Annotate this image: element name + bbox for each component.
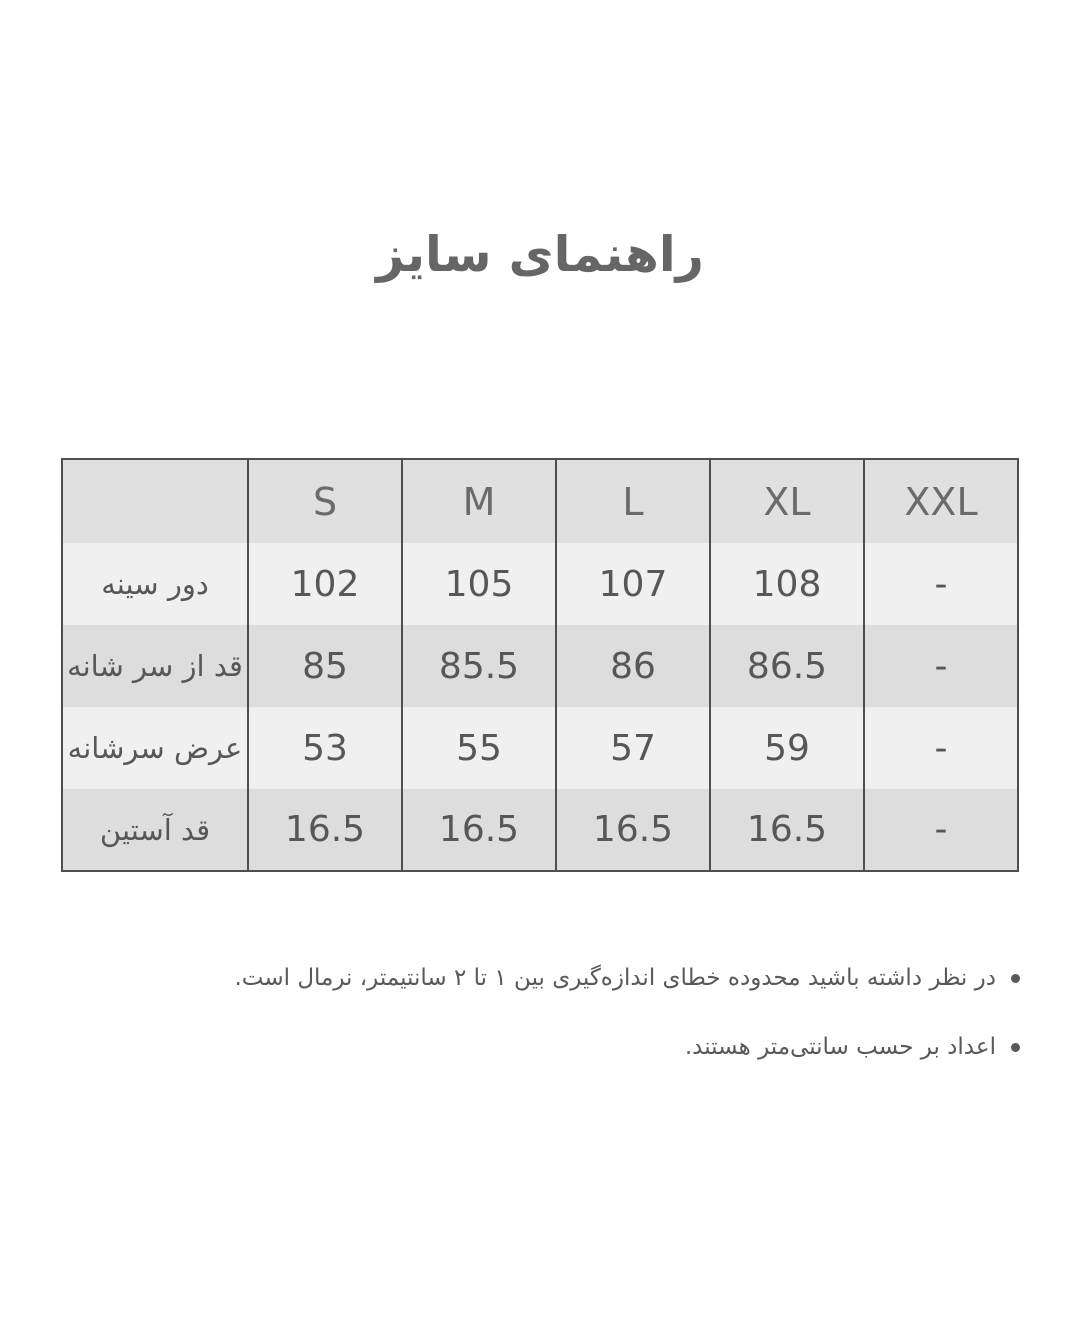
row-label: دور سینه [101,567,209,601]
note-text: در نظر داشته باشید محدوده خطای اندازه‌گی… [234,965,996,991]
bullet-icon [1011,1043,1020,1052]
row-label: عرض سرشانه [67,731,243,765]
size-value: 108 [709,543,864,625]
size-value: - [863,789,1018,871]
table-row: قد از سر شانه 85 85.5 86 86.5 - [62,625,1018,707]
size-value: 86.5 [709,625,864,707]
column-header-xl: XL [709,459,864,543]
size-value: 53 [247,707,402,789]
table-row: عرض سرشانه 53 55 57 59 - [62,707,1018,789]
table-row: قد آستین 16.5 16.5 16.5 16.5 - [62,789,1018,871]
size-value: 105 [401,543,556,625]
size-table: S M L XL XXL دور سینه 102 105 107 108 - … [61,458,1019,872]
size-value: 55 [401,707,556,789]
row-label: قد از سر شانه [67,649,243,683]
size-value: 107 [555,543,710,625]
size-value: 102 [247,543,402,625]
column-header-l: L [555,459,710,543]
column-header-s: S [247,459,402,543]
note-item: در نظر داشته باشید محدوده خطای اندازه‌گی… [60,962,1020,994]
page-title: راهنمای سایز [376,226,704,283]
note-item: اعداد بر حسب سانتی‌متر هستند. [60,1031,1020,1063]
size-value: 57 [555,707,710,789]
size-value: 16.5 [247,789,402,871]
size-value: - [863,543,1018,625]
size-value: 86 [555,625,710,707]
column-header-m: M [401,459,556,543]
size-value: 59 [709,707,864,789]
column-header-empty [62,459,248,543]
row-label: قد آستین [99,812,211,847]
size-value: 16.5 [401,789,556,871]
size-value: 16.5 [555,789,710,871]
size-value: 85 [247,625,402,707]
size-value: - [863,707,1018,789]
header-row: S M L XL XXL [62,459,1018,543]
size-value: 16.5 [709,789,864,871]
bullet-icon [1011,974,1020,983]
table-row: دور سینه 102 105 107 108 - [62,543,1018,625]
size-value: - [863,625,1018,707]
size-value: 85.5 [401,625,556,707]
notes-list: در نظر داشته باشید محدوده خطای اندازه‌گی… [60,962,1020,1100]
column-header-xxl: XXL [863,459,1018,543]
note-text: اعداد بر حسب سانتی‌متر هستند. [684,1034,996,1060]
